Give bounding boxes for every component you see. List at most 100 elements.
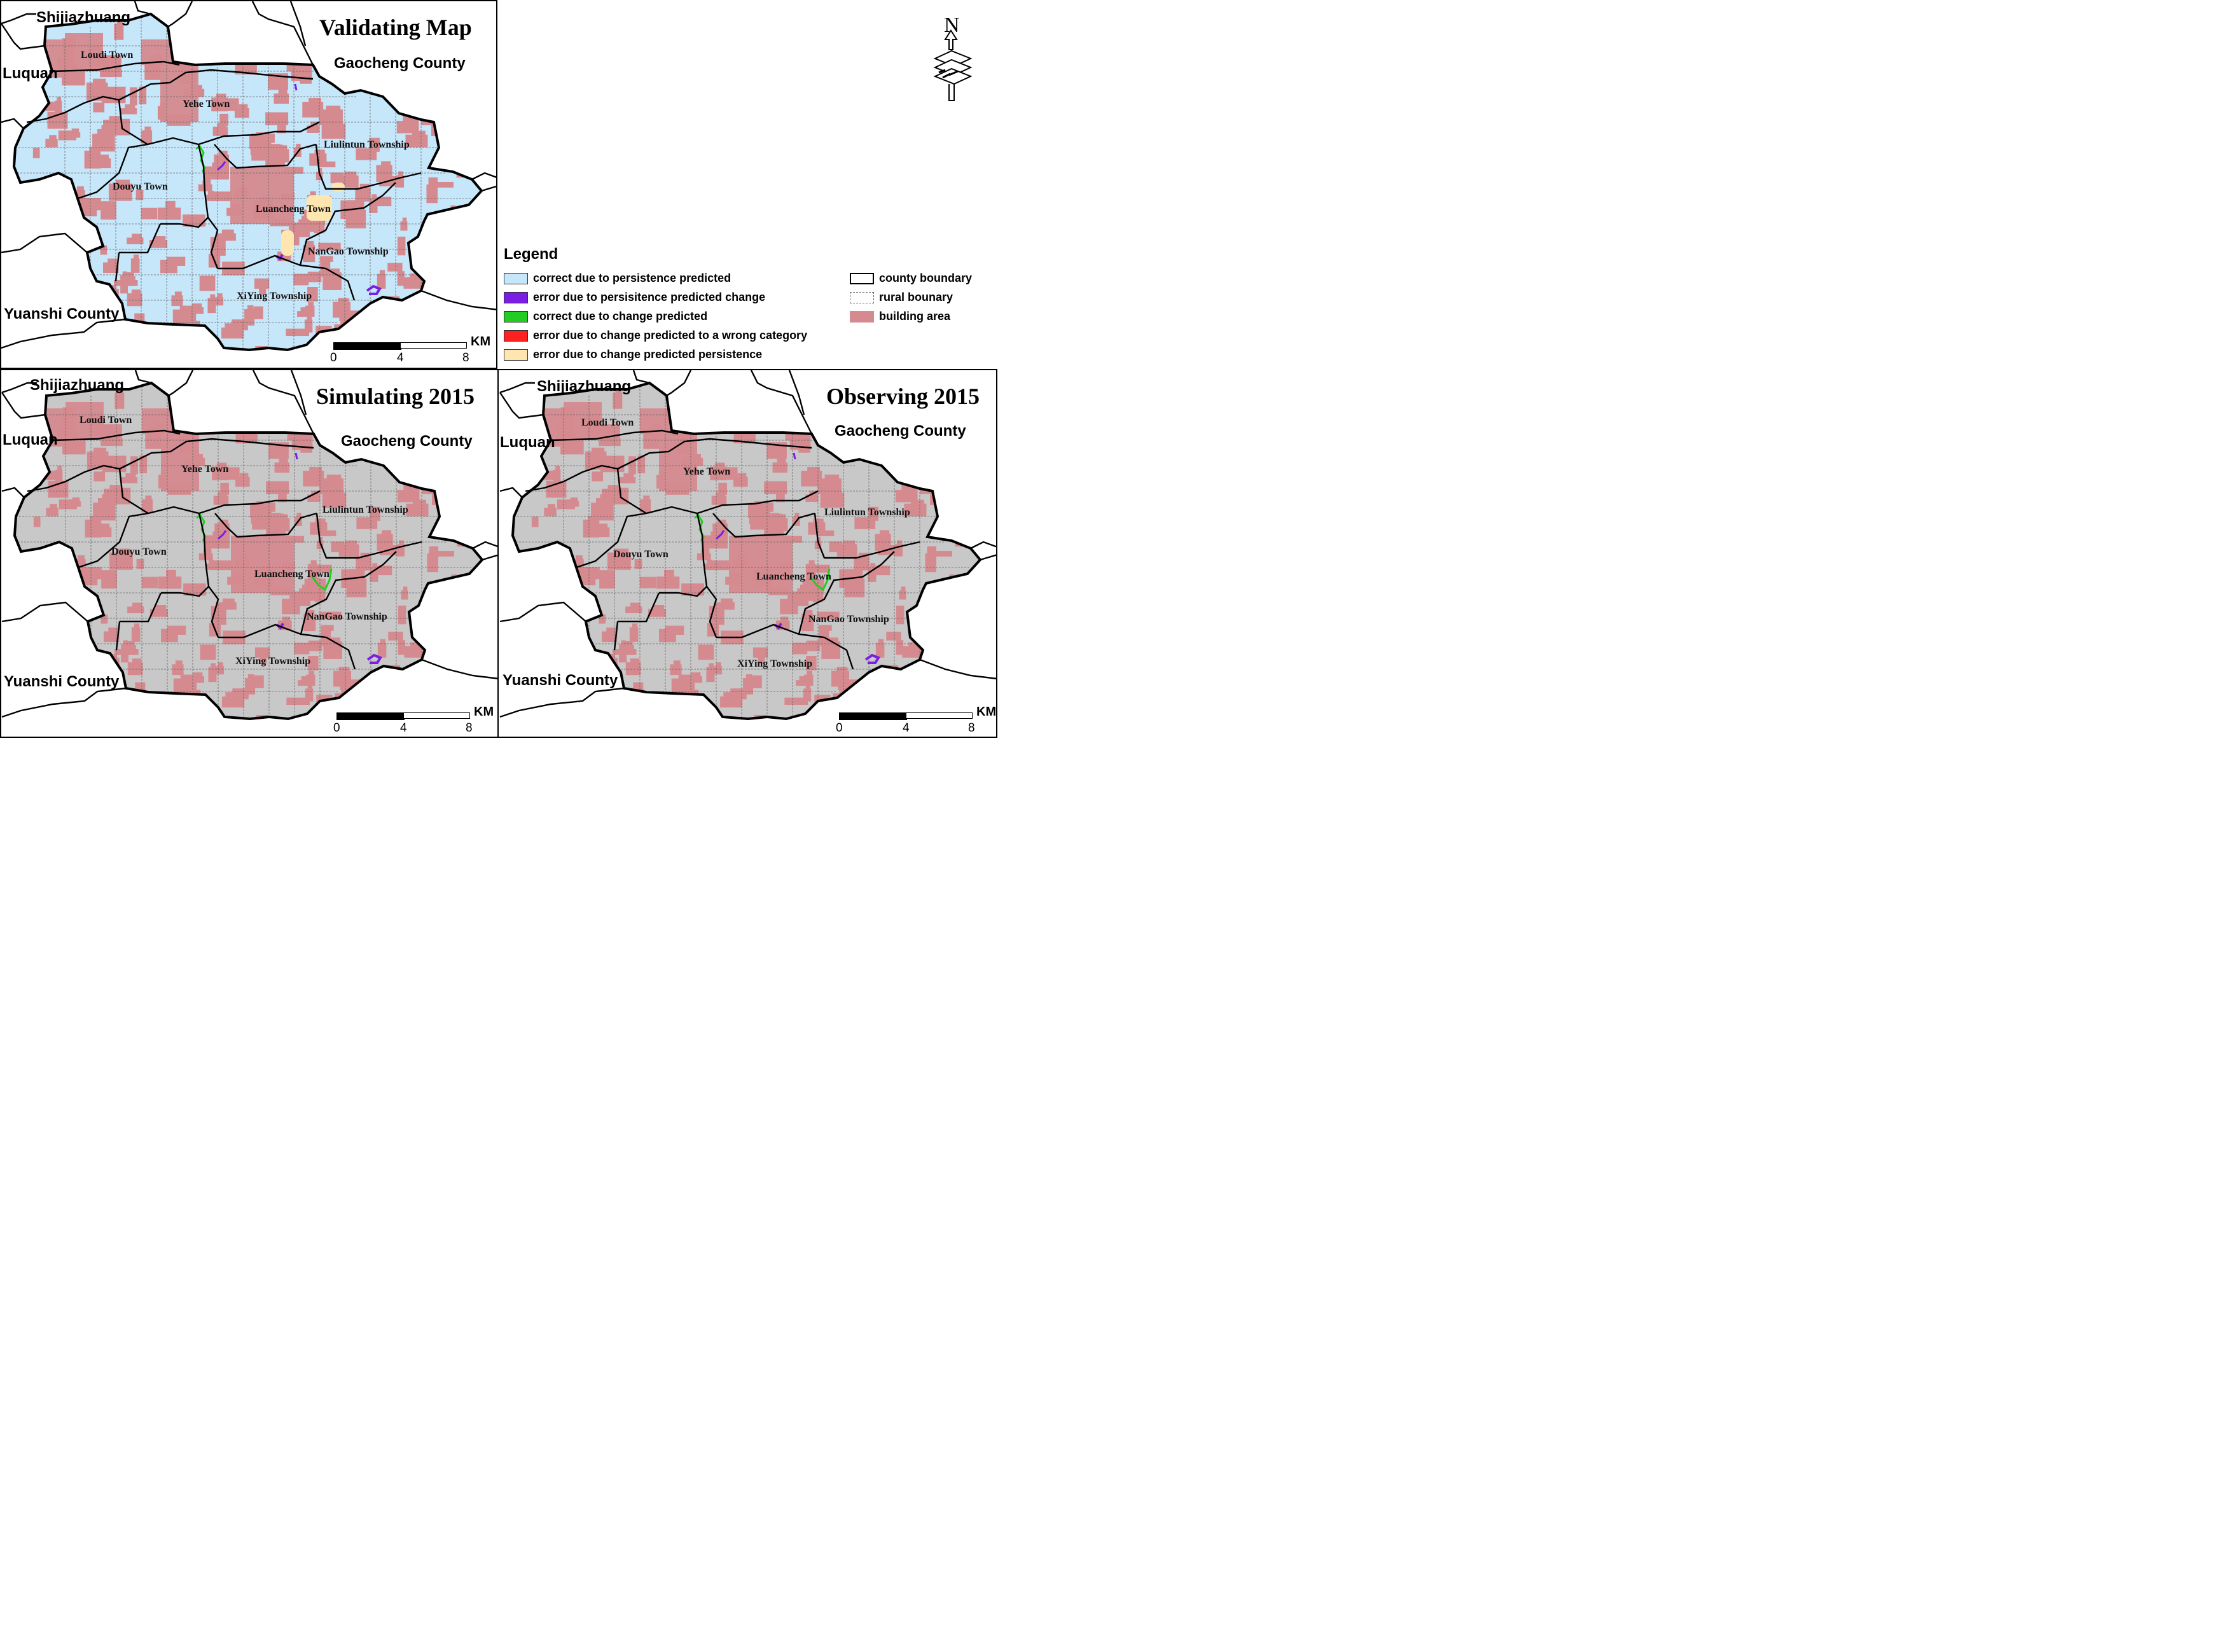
town-liulintun: Liulintun Township bbox=[322, 504, 408, 515]
building-patch bbox=[399, 313, 410, 319]
building-patch bbox=[801, 613, 814, 632]
building-patch bbox=[390, 695, 403, 701]
building-patch bbox=[189, 419, 197, 424]
building-patch bbox=[175, 660, 183, 666]
building-patch bbox=[204, 384, 218, 391]
building-patch bbox=[656, 576, 680, 589]
simulating-map bbox=[1, 370, 497, 735]
building-patch bbox=[904, 503, 927, 517]
building-patch bbox=[109, 487, 131, 504]
building-patch bbox=[945, 606, 960, 618]
building-patch bbox=[55, 469, 63, 483]
north-arrow-icon: N bbox=[930, 11, 974, 104]
building-patch bbox=[420, 468, 432, 474]
building-patch bbox=[100, 245, 107, 255]
building-patch bbox=[271, 144, 283, 150]
building-patch bbox=[215, 666, 225, 675]
building-patch bbox=[533, 552, 544, 558]
building-patch bbox=[720, 598, 733, 604]
label-yuanshi: Yuanshi County bbox=[503, 672, 618, 689]
building-patch bbox=[338, 544, 359, 557]
building-patch bbox=[465, 511, 482, 529]
building-patch bbox=[753, 398, 766, 405]
change-marker bbox=[295, 452, 298, 460]
change-marker bbox=[864, 653, 880, 664]
urban-core bbox=[564, 402, 602, 440]
legend-item-rural-boundary: rural bounary bbox=[850, 291, 953, 304]
building-patch bbox=[250, 46, 263, 52]
building-patch bbox=[294, 642, 310, 655]
building-patch bbox=[396, 121, 419, 134]
building-patch bbox=[89, 146, 99, 152]
validating-map bbox=[1, 1, 496, 352]
building-patch bbox=[690, 672, 701, 678]
building-patch bbox=[218, 492, 227, 497]
building-patch bbox=[182, 39, 193, 56]
building-patch bbox=[933, 462, 944, 475]
building-patch bbox=[256, 142, 268, 148]
building-patch bbox=[387, 263, 403, 272]
building-patch bbox=[209, 415, 221, 434]
building-patch bbox=[205, 563, 216, 570]
building-patch bbox=[263, 137, 270, 142]
building-patch bbox=[406, 503, 429, 517]
external-boundary-line bbox=[289, 1, 307, 46]
building-patch bbox=[380, 639, 386, 644]
urban-core bbox=[640, 408, 672, 434]
building-patch bbox=[749, 415, 762, 421]
external-boundary-line bbox=[1, 601, 88, 623]
town-boundary-line bbox=[697, 490, 819, 515]
building-patch bbox=[318, 242, 341, 251]
building-patch bbox=[948, 600, 959, 606]
external-boundary-line bbox=[471, 172, 496, 181]
building-patch bbox=[279, 459, 288, 464]
building-patch bbox=[127, 606, 144, 614]
building-patch bbox=[620, 645, 634, 651]
building-patch bbox=[410, 415, 424, 421]
building-patch bbox=[127, 237, 144, 245]
town-xiying: XiYing Township bbox=[235, 656, 311, 667]
building-patch bbox=[307, 564, 318, 583]
building-patch bbox=[278, 90, 288, 95]
building-patch bbox=[702, 539, 710, 551]
building-patch bbox=[73, 720, 91, 735]
building-patch bbox=[109, 118, 130, 135]
building-patch bbox=[185, 35, 193, 41]
building-patch bbox=[643, 495, 650, 501]
building-patch bbox=[218, 662, 223, 668]
building-patch bbox=[805, 564, 816, 583]
building-patch bbox=[225, 692, 249, 700]
building-patch bbox=[796, 680, 808, 686]
building-patch bbox=[97, 497, 112, 504]
building-patch bbox=[57, 97, 62, 102]
building-patch bbox=[25, 211, 41, 223]
building-patch bbox=[141, 576, 158, 588]
town-xiying: XiYing Township bbox=[237, 291, 312, 302]
building-patch bbox=[377, 274, 386, 289]
building-patch bbox=[345, 74, 358, 80]
building-patch bbox=[442, 106, 455, 113]
building-patch bbox=[15, 560, 28, 574]
building-patch bbox=[513, 560, 526, 574]
building-patch bbox=[288, 49, 293, 55]
building-patch bbox=[261, 652, 267, 658]
external-boundary-line bbox=[421, 658, 497, 679]
town-luancheng: Luancheng Town bbox=[254, 569, 329, 580]
external-boundary-line bbox=[499, 392, 544, 419]
building-patch bbox=[553, 469, 561, 483]
scale-tick-8: 8 bbox=[968, 721, 975, 735]
change-marker bbox=[311, 568, 333, 592]
town-boundary-line bbox=[712, 512, 815, 538]
building-patch bbox=[770, 718, 780, 719]
building-patch bbox=[202, 46, 218, 64]
town-boundary-line bbox=[120, 592, 162, 623]
building-patch bbox=[441, 128, 455, 146]
scale-unit: KM bbox=[474, 705, 494, 719]
building-patch bbox=[117, 389, 123, 394]
building-patch bbox=[321, 123, 346, 139]
building-patch bbox=[435, 213, 446, 219]
building-patch bbox=[205, 535, 230, 549]
building-patch bbox=[527, 689, 551, 704]
building-patch bbox=[816, 536, 821, 542]
building-patch bbox=[571, 720, 589, 735]
